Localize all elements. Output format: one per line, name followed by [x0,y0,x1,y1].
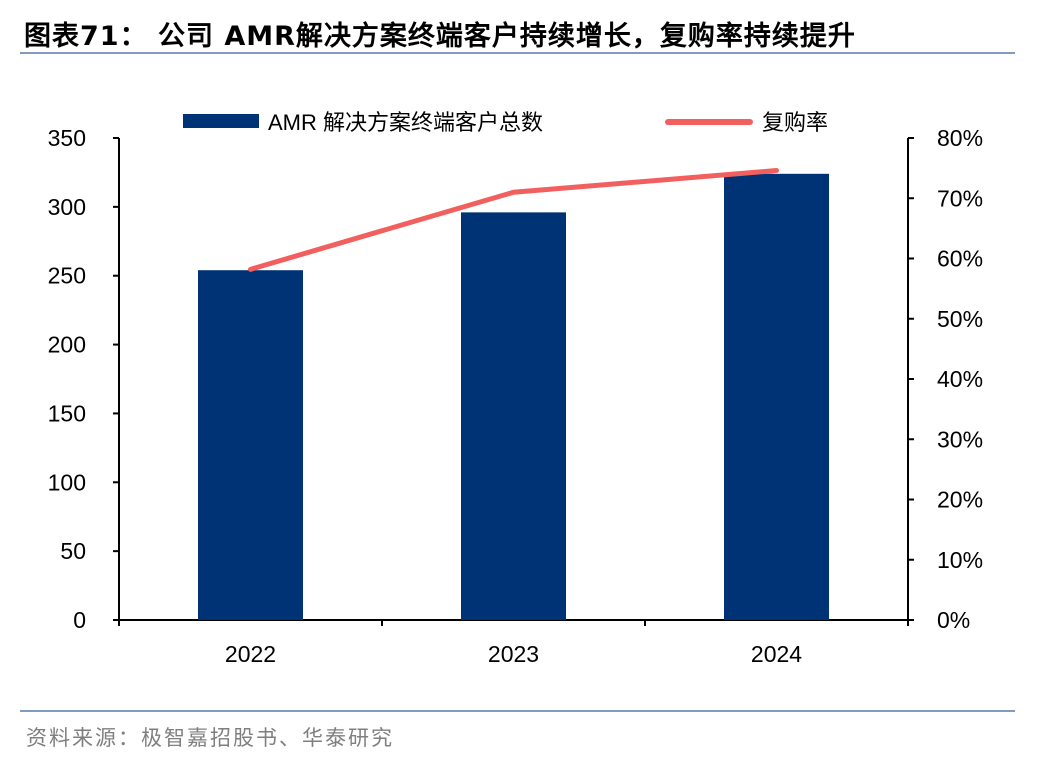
right-y-tick-label: 30% [937,426,983,452]
x-tick-label: 2022 [225,641,276,667]
left-y-tick-label: 50 [60,538,86,564]
combo-chart: AMR 解决方案终端客户总数 复购率 0 50 100 150 200 250 300 350… [48,110,983,667]
x-tick-label: 2023 [488,641,539,667]
right-y-tick-label: 0% [937,607,970,633]
right-y-tick-label: 40% [937,366,983,392]
legend-bar-swatch [183,114,259,128]
legend-line-label: 复购率 [762,110,828,135]
left-y-tick-label: 250 [48,263,86,289]
left-y-tick-label: 150 [48,400,86,426]
right-y-tick-label: 70% [937,185,983,211]
source-note: 资料来源：极智嘉招股书、华泰研究 [26,726,394,750]
right-y-tick-label: 50% [937,306,983,332]
line-series [248,168,779,272]
right-y-tick-label: 20% [937,487,983,513]
figure-title: 图表71： 公司 AMR解决方案终端客户持续增长，复购率持续提升 [24,21,856,52]
right-y-tick-label: 80% [937,125,983,151]
chart-axes: 0 50 100 150 200 250 300 350 0% 10% 20% 30% 40% 50% 60… [48,125,983,667]
left-y-tick-label: 0 [73,607,86,633]
bar-2023 [461,212,566,620]
bar-series [198,173,829,620]
left-y-tick-label: 200 [48,332,86,358]
title-divider [20,52,1015,54]
left-y-tick-label: 300 [48,194,86,220]
legend-bar-label: AMR 解决方案终端客户总数 [268,110,543,135]
source-divider [20,710,1015,712]
x-tick-label: 2024 [751,641,802,667]
left-y-tick-label: 100 [48,469,86,495]
right-y-tick-label: 60% [937,246,983,272]
right-y-tick-label: 10% [937,547,983,573]
bar-2024 [724,173,829,620]
chart-legend: AMR 解决方案终端客户总数 复购率 [183,110,828,135]
bar-2022 [198,270,303,620]
left-y-tick-label: 350 [48,125,86,151]
